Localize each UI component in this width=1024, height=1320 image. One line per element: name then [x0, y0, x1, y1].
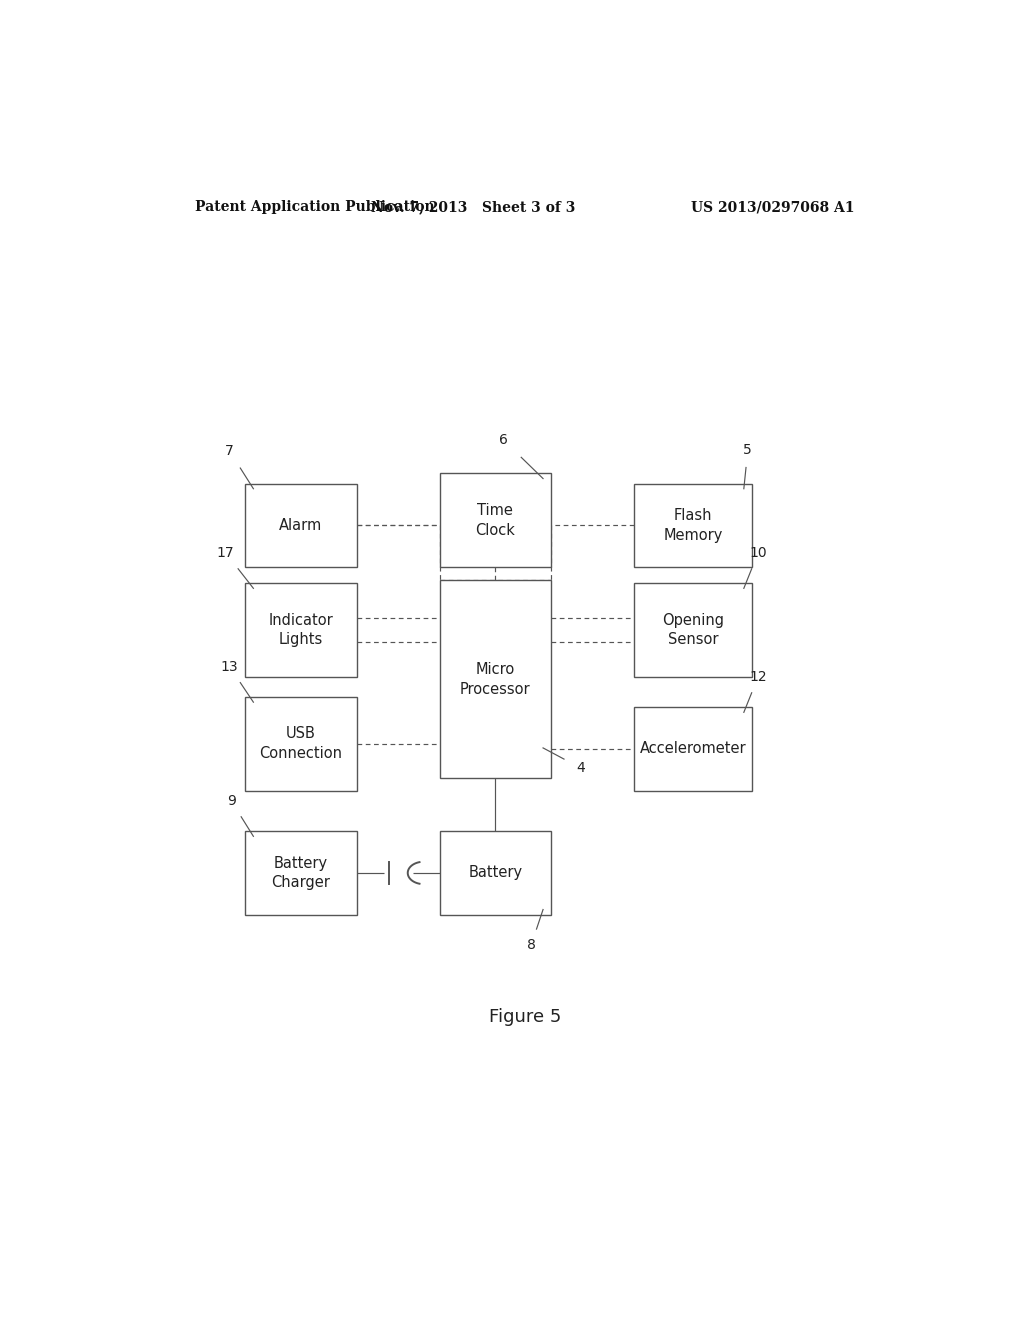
Bar — [634, 708, 752, 791]
Text: 10: 10 — [750, 545, 767, 560]
Text: Flash
Memory: Flash Memory — [664, 508, 723, 543]
Bar — [634, 483, 752, 568]
Text: Time
Clock: Time Clock — [475, 503, 515, 537]
Text: 13: 13 — [221, 660, 239, 673]
Bar — [634, 583, 752, 677]
Text: Indicator
Lights: Indicator Lights — [268, 612, 334, 647]
Text: 9: 9 — [226, 793, 236, 808]
Text: 6: 6 — [499, 433, 508, 447]
Bar — [246, 697, 356, 791]
Text: 8: 8 — [526, 939, 536, 952]
Text: 4: 4 — [577, 762, 586, 775]
Text: Alarm: Alarm — [280, 517, 323, 533]
Bar — [440, 832, 551, 915]
Text: Battery: Battery — [468, 866, 522, 880]
Text: 12: 12 — [750, 669, 767, 684]
Text: Nov. 7, 2013   Sheet 3 of 3: Nov. 7, 2013 Sheet 3 of 3 — [371, 201, 575, 214]
Bar — [246, 483, 356, 568]
Bar — [440, 581, 551, 779]
Text: USB
Connection: USB Connection — [259, 726, 342, 762]
Bar — [246, 832, 356, 915]
Text: 7: 7 — [225, 444, 233, 458]
Text: Patent Application Publication: Patent Application Publication — [196, 201, 435, 214]
Text: Battery
Charger: Battery Charger — [271, 855, 331, 890]
Text: Accelerometer: Accelerometer — [640, 742, 746, 756]
Text: US 2013/0297068 A1: US 2013/0297068 A1 — [690, 201, 854, 214]
Text: Figure 5: Figure 5 — [488, 1008, 561, 1026]
Bar — [246, 583, 356, 677]
Text: Opening
Sensor: Opening Sensor — [663, 612, 724, 647]
Bar — [440, 474, 551, 568]
Text: 17: 17 — [217, 545, 234, 560]
Text: Micro
Processor: Micro Processor — [460, 661, 530, 697]
Text: 5: 5 — [743, 444, 753, 457]
